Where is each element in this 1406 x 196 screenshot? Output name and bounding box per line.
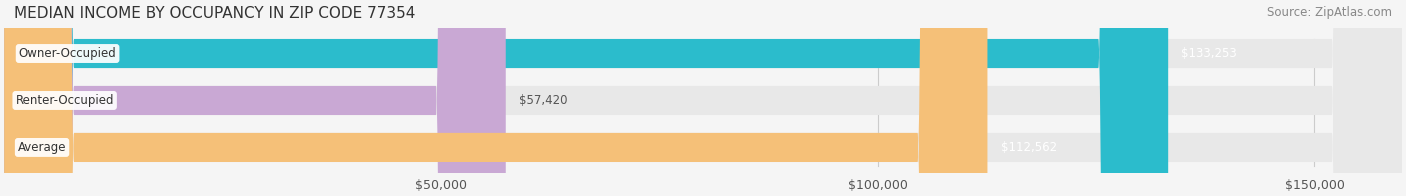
FancyBboxPatch shape xyxy=(4,0,1402,196)
Text: $112,562: $112,562 xyxy=(1001,141,1057,154)
FancyBboxPatch shape xyxy=(4,0,1402,196)
Text: $133,253: $133,253 xyxy=(1181,47,1237,60)
FancyBboxPatch shape xyxy=(4,0,987,196)
Text: Average: Average xyxy=(18,141,66,154)
Text: $57,420: $57,420 xyxy=(519,94,568,107)
Text: Source: ZipAtlas.com: Source: ZipAtlas.com xyxy=(1267,6,1392,19)
FancyBboxPatch shape xyxy=(4,0,1402,196)
Text: MEDIAN INCOME BY OCCUPANCY IN ZIP CODE 77354: MEDIAN INCOME BY OCCUPANCY IN ZIP CODE 7… xyxy=(14,6,415,21)
FancyBboxPatch shape xyxy=(4,0,506,196)
Text: Owner-Occupied: Owner-Occupied xyxy=(18,47,117,60)
FancyBboxPatch shape xyxy=(4,0,1168,196)
Text: Renter-Occupied: Renter-Occupied xyxy=(15,94,114,107)
